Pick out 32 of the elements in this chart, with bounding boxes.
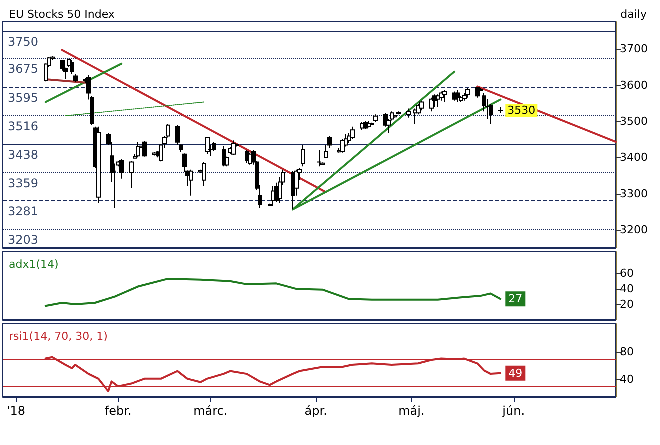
text: adx1(14) [9,258,59,271]
y-tick-label: 3600 [620,78,648,92]
annotation: 3530 [508,104,536,118]
y-tick-label: 3200 [620,223,648,236]
ref-line-label: 3516 [8,120,39,134]
chart-subtitle: daily [620,8,648,21]
x-tick-label: márc. [194,404,228,418]
x-tick-label: jún. [502,404,526,418]
x-tick-label: ápr. [304,404,328,418]
x-tick-label: '18 [6,404,26,418]
chart-title: rsi1(14, 70, 30, 1) [9,330,108,343]
y-tick-label: 60 [620,267,634,280]
y-tick-label: 40 [620,373,634,386]
ref-line-label: 3675 [8,62,39,76]
ref-line-label: 3438 [8,148,39,162]
ref-line-label: 3595 [8,91,39,106]
chart-title: EU Stocks 50 Index [9,8,116,21]
y-tick-label: 20 [620,298,634,312]
y-tick-label: 3700 [620,42,648,56]
data-label: 27 [508,292,523,306]
data-label: 49 [508,366,523,380]
x-tick-label: febr. [104,404,132,418]
ref-line-label: 3281 [8,204,39,219]
y-tick-label: 80 [620,345,634,358]
y-tick-label: 3300 [620,187,648,200]
ref-line-label: 3359 [8,176,39,190]
y-tick-label: 3400 [620,151,648,164]
y-tick-label: 3500 [620,114,648,128]
y-tick-label: 40 [620,282,634,296]
ref-line-label: 3750 [8,35,39,50]
ref-line-label: 3203 [8,232,39,247]
x-tick-label: máj. [398,404,425,418]
